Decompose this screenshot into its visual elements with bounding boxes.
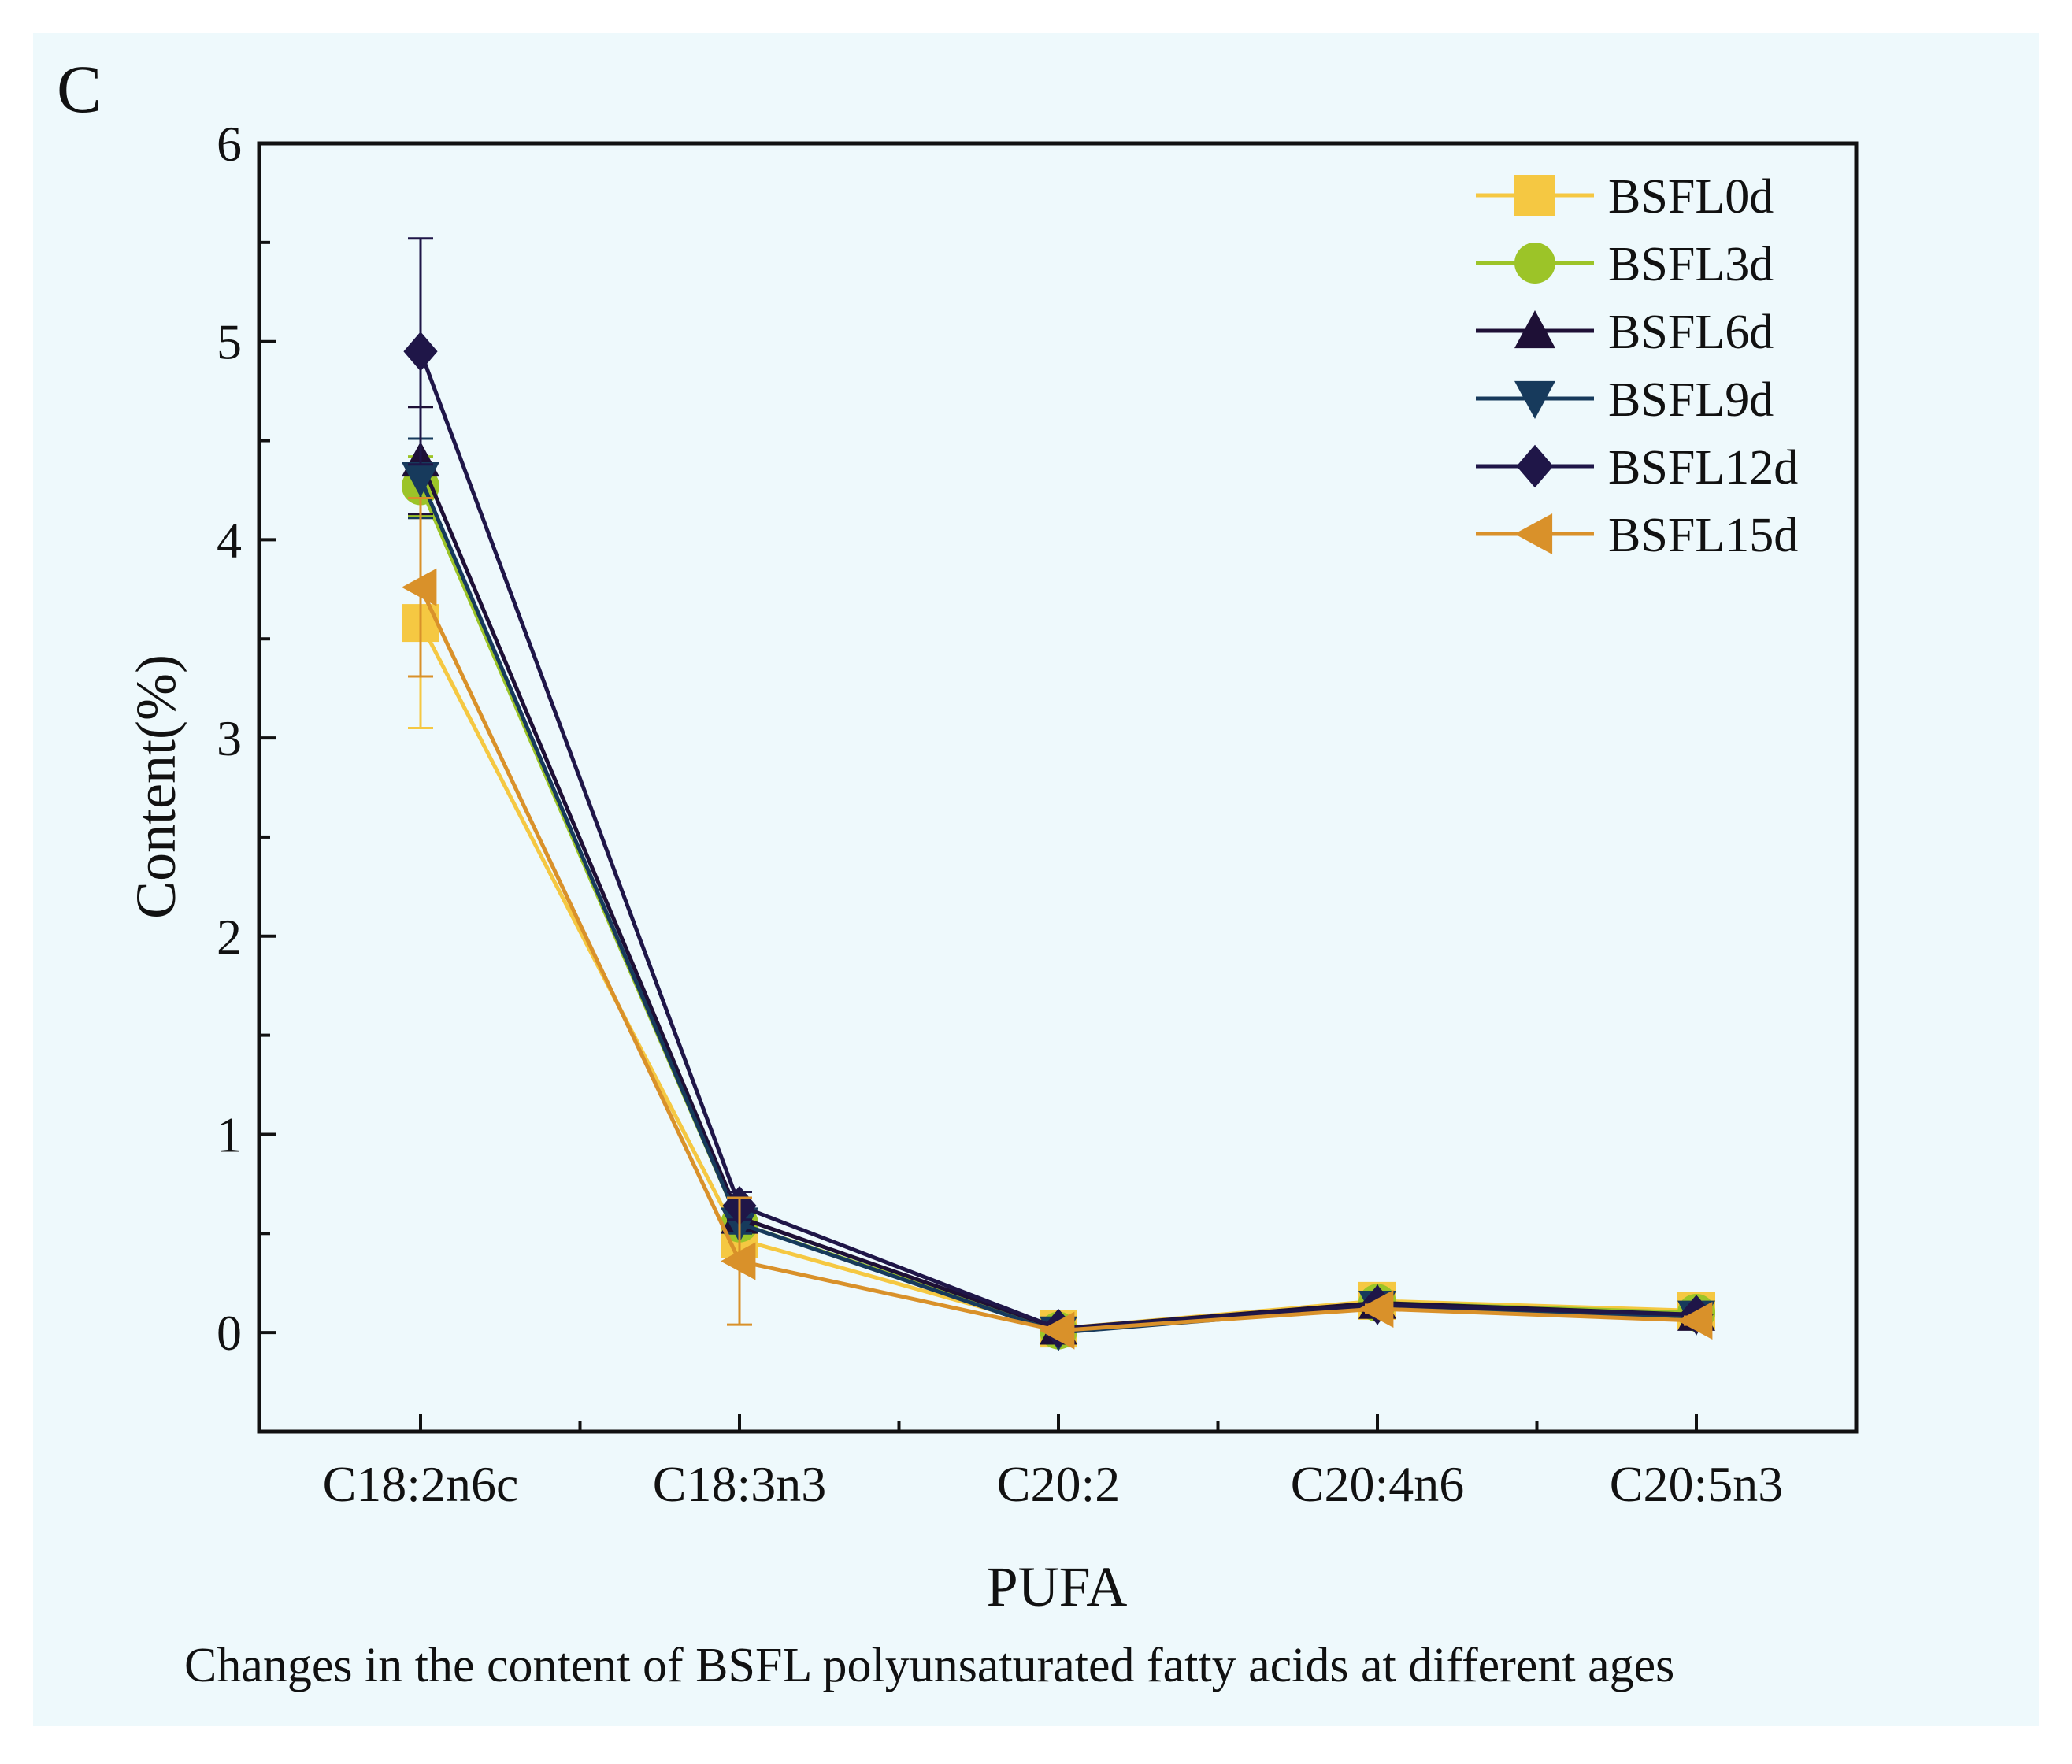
legend-item: BSFL12d	[1476, 441, 1798, 495]
series-BSFL3d	[402, 455, 1715, 1350]
legend-marker	[1514, 243, 1555, 284]
legend-label: BSFL0d	[1608, 170, 1774, 224]
legend-marker	[1514, 175, 1555, 216]
legend-marker	[1514, 513, 1553, 554]
y-tick-label: 5	[217, 314, 242, 370]
legend-marker	[1514, 310, 1555, 349]
series-line	[418, 485, 1697, 1333]
y-tick-label: 3	[217, 710, 242, 766]
figure-caption: Changes in the content of BSFL polyunsat…	[184, 1639, 1674, 1692]
data-point	[402, 568, 437, 606]
legend-marker	[1516, 444, 1554, 488]
series-line	[418, 459, 1697, 1331]
y-tick-label: 1	[217, 1106, 242, 1162]
y-axis-label: Content(%)	[124, 654, 187, 919]
series-BSFL6d	[402, 406, 1715, 1345]
legend-label: BSFL9d	[1608, 373, 1774, 427]
y-tick-label: 4	[217, 512, 242, 568]
legend-label: BSFL3d	[1608, 238, 1774, 291]
y-tick-label: 2	[217, 909, 242, 965]
data-point	[402, 461, 439, 498]
legend-label: BSFL15d	[1608, 509, 1798, 562]
x-tick-label: C18:3n3	[653, 1456, 826, 1512]
x-tick-label: C20:5n3	[1610, 1456, 1783, 1512]
y-axis: 0 1 2 3 4 5 6	[217, 116, 276, 1361]
series-layer	[402, 237, 1715, 1352]
figure-panel: C 0 1 2 3 4 5 6 C18:2n6c C18:3n3 C20:2 C20:4n6 C20…	[33, 33, 2039, 1726]
legend-label: BSFL6d	[1608, 306, 1774, 359]
data-point	[721, 1242, 756, 1280]
panel-letter: C	[57, 51, 102, 127]
series-BSFL12d	[403, 237, 1714, 1349]
x-tick-label: C20:2	[997, 1456, 1120, 1512]
series-BSFL15d	[402, 497, 1713, 1350]
series-BSFL0d	[402, 517, 1715, 1348]
legend-item: BSFL0d	[1476, 170, 1774, 224]
legend-item: BSFL3d	[1476, 238, 1774, 291]
legend: BSFL0d BSFL3d BSFL6d BSFL9d BSFL12d BSFL15d	[1476, 170, 1798, 562]
legend-item: BSFL15d	[1476, 509, 1798, 562]
chart-svg: C 0 1 2 3 4 5 6 C18:2n6c C18:3n3 C20:2 C20:4n6 C20…	[57, 51, 1859, 1692]
data-point	[403, 332, 438, 372]
legend-item: BSFL9d	[1476, 373, 1774, 427]
x-tick-label: C18:2n6c	[323, 1456, 519, 1512]
data-point	[1040, 1311, 1075, 1350]
x-tick-label: C20:4n6	[1291, 1456, 1464, 1512]
legend-item: BSFL6d	[1476, 306, 1774, 359]
y-tick-label: 6	[217, 116, 242, 172]
x-axis: C18:2n6c C18:3n3 C20:2 C20:4n6 C20:5n3	[323, 1414, 1783, 1512]
data-point	[1358, 1289, 1394, 1328]
y-tick-label: 0	[217, 1305, 242, 1361]
series-line	[418, 586, 1697, 1333]
legend-marker	[1514, 380, 1555, 419]
series-line	[418, 477, 1697, 1335]
data-point	[1677, 1302, 1713, 1340]
series-line	[418, 350, 1697, 1331]
x-axis-label: PUFA	[987, 1555, 1128, 1618]
series-line	[418, 621, 1697, 1331]
series-BSFL9d	[402, 437, 1715, 1352]
legend-label: BSFL12d	[1608, 441, 1798, 495]
